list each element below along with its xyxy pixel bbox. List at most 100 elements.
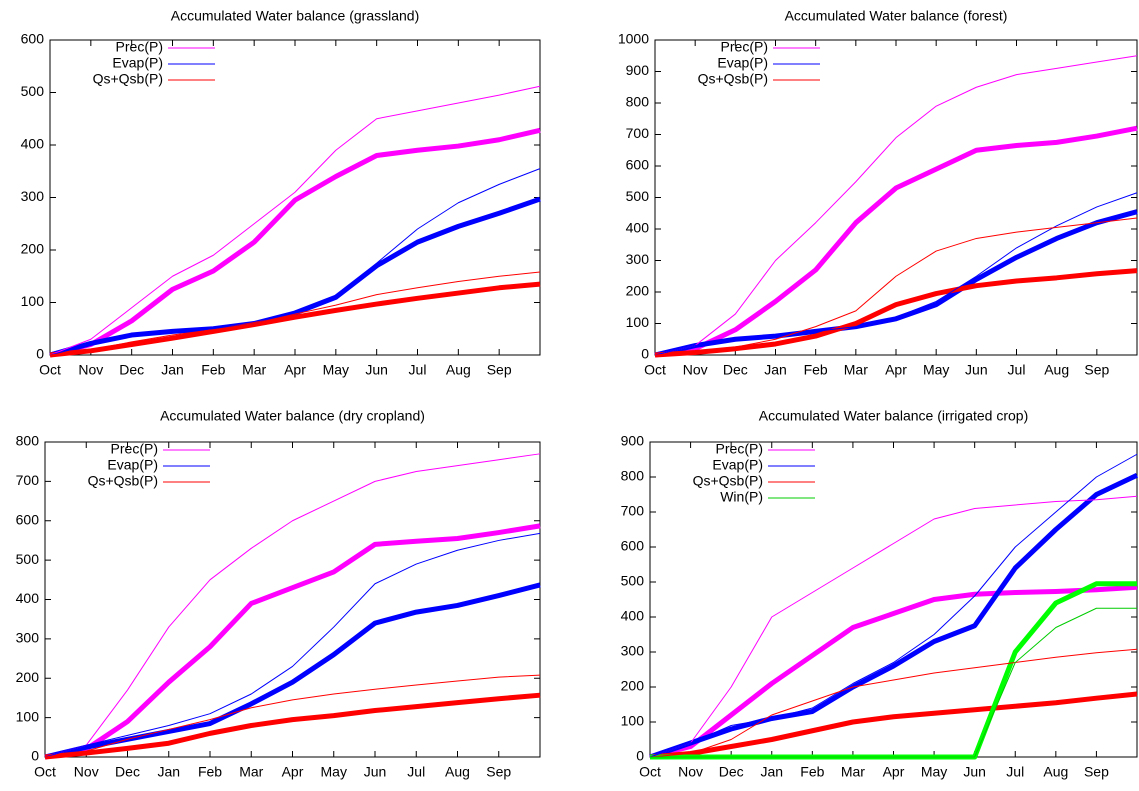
y-tick-label: 0 [636,748,644,764]
y-tick-label: 600 [626,157,650,173]
x-tick-label: Apr [885,362,907,378]
y-tick-label: 600 [16,511,40,527]
y-tick-label: 300 [16,630,40,646]
y-tick-label: 100 [626,314,650,330]
y-tick-label: 500 [21,83,45,99]
x-tick-label: Sep [1084,764,1109,780]
y-tick-label: 100 [21,293,45,309]
x-tick-label: Oct [39,362,61,378]
y-tick-label: 200 [621,678,645,694]
x-tick-label: Oct [644,362,666,378]
series-line [44,453,541,758]
legend-label: Evap(P) [112,55,163,71]
y-tick-label: 300 [621,643,645,659]
x-tick-label: Feb [804,362,828,378]
x-tick-label: May [321,764,347,780]
y-tick-label: 200 [21,241,45,257]
y-tick-label: 900 [621,433,645,449]
y-tick-label: 0 [641,346,649,362]
y-tick-label: 0 [31,748,39,764]
legend-label: Prec(P) [721,39,768,55]
series-line [649,495,1138,758]
legend-label: Prec(P) [716,441,763,457]
series-line [44,523,541,760]
legend-label: Qs+Qsb(P) [693,473,763,489]
x-tick-label: Feb [201,362,225,378]
x-tick-label: Sep [486,764,511,780]
y-tick-label: 600 [21,31,45,47]
chart-title: Accumulated Water balance (grassland) [171,8,420,24]
y-tick-label: 300 [626,251,650,267]
series-line [654,217,1138,356]
x-tick-label: Feb [800,764,824,780]
x-tick-label: Aug [1044,362,1069,378]
legend-label: Prec(P) [111,441,158,457]
y-tick-label: 700 [621,503,645,519]
x-tick-label: Jun [364,764,387,780]
y-tick-label: 900 [626,62,650,78]
y-tick-label: 300 [21,188,45,204]
x-tick-label: Jan [760,764,783,780]
y-tick-label: 400 [16,590,40,606]
y-tick-label: 700 [626,125,650,141]
y-tick-label: 400 [21,136,45,152]
y-tick-label: 800 [626,94,650,110]
x-tick-label: Jun [365,362,388,378]
y-tick-label: 400 [621,608,645,624]
series-line [44,692,541,760]
x-tick-label: Jan [764,362,787,378]
x-tick-label: Jul [1006,764,1024,780]
legend-label: Qs+Qsb(P) [88,473,158,489]
x-tick-label: Nov [683,362,708,378]
y-tick-label: 400 [626,220,650,236]
series-line [649,691,1138,760]
y-tick-label: 800 [16,433,40,449]
x-tick-label: Aug [445,764,470,780]
x-tick-label: Jan [157,764,180,780]
series-line [650,607,1137,758]
x-tick-label: Jan [161,362,184,378]
legend-label: Qs+Qsb(P) [698,71,768,87]
series-line [44,532,541,758]
y-tick-label: 100 [621,713,645,729]
series-line [49,168,541,356]
x-tick-label: Dec [115,764,140,780]
x-tick-label: Dec [723,362,748,378]
legend-label: Evap(P) [717,55,768,71]
series-line [49,271,541,356]
chart-title: Accumulated Water balance (dry cropland) [160,408,425,424]
x-tick-label: Mar [844,362,868,378]
x-tick-label: Apr [883,764,905,780]
series-line [44,674,541,758]
series-line [49,196,541,358]
series-line [649,584,1138,760]
series-line [654,125,1138,358]
chart-title: Accumulated Water balance (forest) [785,8,1008,24]
x-tick-label: Apr [282,764,304,780]
x-tick-label: Feb [198,764,222,780]
x-tick-label: Oct [34,764,56,780]
series-line [654,192,1138,356]
legend-label: Prec(P) [116,39,163,55]
y-tick-label: 100 [16,708,40,724]
x-tick-label: Nov [74,764,99,780]
series-line [649,472,1139,760]
x-tick-label: Aug [1043,764,1068,780]
series-line [49,281,541,358]
series-line [654,268,1138,358]
x-tick-label: May [923,362,949,378]
legend-label: Evap(P) [712,457,763,473]
x-tick-label: Sep [1084,362,1109,378]
x-tick-label: Nov [78,362,103,378]
series-line [44,582,541,760]
y-tick-label: 600 [621,538,645,554]
legend-label: Evap(P) [107,457,158,473]
y-tick-label: 200 [626,283,650,299]
x-tick-label: May [323,362,349,378]
y-tick-label: 800 [621,468,645,484]
x-tick-label: Jul [409,362,427,378]
legend-label: Qs+Qsb(P) [93,71,163,87]
plot-border [654,39,1138,356]
x-tick-label: Mar [242,362,266,378]
